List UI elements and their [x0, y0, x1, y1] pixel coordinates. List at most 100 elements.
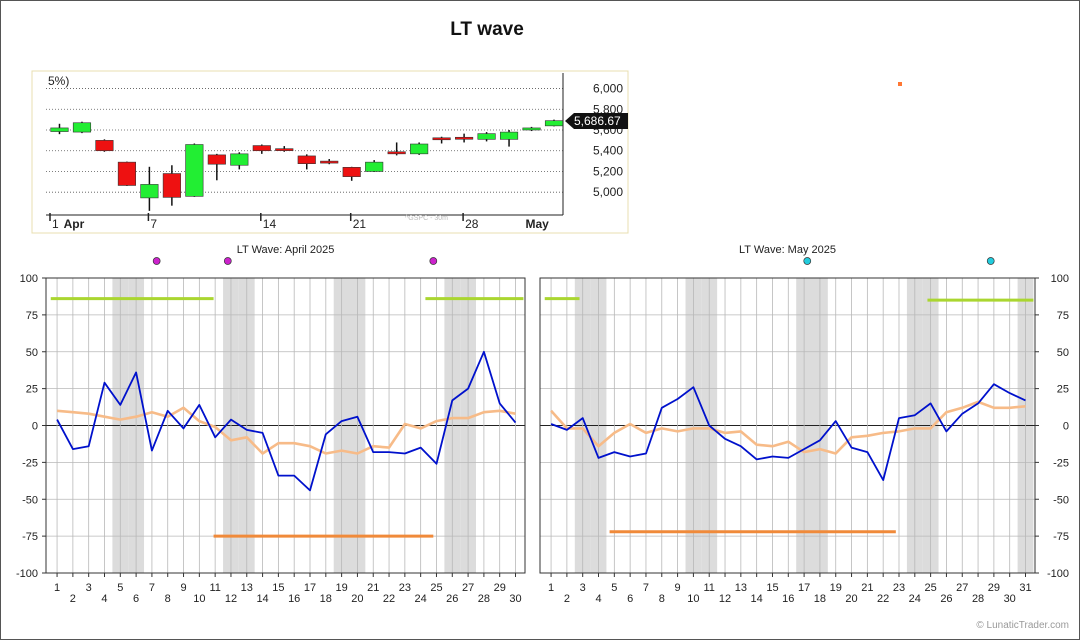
wave-x-tick-label: 14 [751, 593, 763, 605]
signal-marker [152, 257, 161, 265]
wave-y-tick-label: 0 [1063, 421, 1069, 433]
date-tick-label: May [526, 217, 550, 231]
wave-x-tick-label: 6 [133, 593, 139, 605]
wave-x-tick-label: 17 [304, 582, 316, 594]
candle-body [499, 131, 519, 140]
price-tick-label: 6,000 [593, 82, 623, 96]
wave-series-line [550, 383, 1026, 482]
wave-x-tick-label: 22 [383, 593, 395, 605]
wave-y-tick-label: 100 [20, 273, 38, 285]
wave-x-tick-label: 29 [988, 582, 1000, 594]
wave-x-tick-label: 6 [627, 593, 633, 605]
wave-x-tick-label: 28 [972, 593, 984, 605]
wave-x-tick-label: 9 [675, 582, 681, 594]
wave-x-tick-label: 16 [288, 593, 300, 605]
wave-y-tick-label: -100 [16, 568, 38, 580]
candle-body [522, 127, 541, 131]
wave-x-tick-label: 11 [704, 582, 715, 594]
date-tick-label: Apr [64, 217, 85, 231]
wave-x-tick-label: 8 [659, 593, 665, 605]
wave-y-tick-label: -75 [1053, 531, 1069, 543]
wave-x-tick-label: 15 [272, 582, 284, 594]
wave-x-tick-label: 3 [86, 582, 92, 594]
date-tick-label: 28 [465, 217, 479, 231]
wave-y-tick-label: 25 [26, 384, 38, 396]
wave-x-tick-label: 27 [462, 582, 474, 594]
date-tick-label: 7 [150, 217, 157, 231]
lt-wave-april-chart: -100-75-50-25025507510012345678910111213… [16, 244, 526, 605]
candle-body [455, 136, 474, 140]
wave-x-tick-label: 23 [399, 582, 411, 594]
wave-y-tick-label: 25 [1057, 384, 1069, 396]
wave-x-tick-label: 23 [893, 582, 905, 594]
candle-body [72, 122, 92, 133]
signal-marker [986, 257, 995, 265]
partial-label: 5%) [48, 74, 69, 88]
wave-x-tick-label: 21 [861, 582, 873, 594]
candle-body [365, 161, 384, 172]
wave-x-tick-label: 14 [256, 593, 268, 605]
wave-y-tick-label: 0 [32, 421, 38, 433]
wave-y-tick-label: -50 [22, 494, 38, 506]
wave-x-tick-label: 20 [845, 593, 857, 605]
wave-x-tick-label: 31 [1019, 582, 1031, 594]
legend-marker-dot [898, 82, 902, 86]
wave-y-tick-label: -75 [22, 531, 38, 543]
wave-x-tick-label: 10 [687, 593, 699, 605]
wave-y-tick-label: 50 [26, 347, 38, 359]
wave-series-line [550, 400, 1026, 455]
wave-x-tick-label: 3 [580, 582, 586, 594]
wave-y-tick-label: -50 [1053, 494, 1069, 506]
wave-x-tick-label: 19 [335, 582, 347, 594]
price-tick-label: 5,800 [593, 102, 623, 116]
candle-body [185, 144, 204, 197]
wave-x-tick-label: 18 [814, 593, 826, 605]
wave-chart-title: LT Wave: May 2025 [739, 244, 836, 256]
wave-plot-border [45, 277, 526, 574]
wave-x-tick-label: 12 [719, 593, 731, 605]
wave-x-tick-label: 1 [54, 582, 60, 594]
wave-chart-title: LT Wave: April 2025 [237, 244, 335, 256]
wave-x-tick-label: 22 [877, 593, 889, 605]
wave-x-tick-label: 19 [830, 582, 842, 594]
wave-x-tick-label: 17 [798, 582, 810, 594]
last-value-label: 5,686.67 [574, 114, 621, 128]
wave-x-tick-label: 25 [430, 582, 442, 594]
wave-x-tick-label: 10 [193, 593, 205, 605]
signal-marker [223, 257, 232, 265]
wave-x-tick-label: 30 [509, 593, 521, 605]
wave-y-tick-label: 50 [1057, 347, 1069, 359]
candle-body [477, 133, 496, 140]
wave-x-tick-label: 26 [940, 593, 952, 605]
wave-x-tick-label: 24 [415, 593, 427, 605]
wave-x-tick-label: 30 [1004, 593, 1016, 605]
price-tick-label: 5,000 [593, 185, 623, 199]
wave-x-tick-label: 15 [766, 582, 778, 594]
candle-body [410, 143, 429, 155]
wave-x-tick-label: 27 [956, 582, 968, 594]
candle-body [387, 151, 406, 155]
wave-x-tick-label: 8 [165, 593, 171, 605]
price-tick-label: 5,400 [593, 144, 623, 158]
last-value-tag [565, 113, 628, 130]
lt-wave-may-chart: -100-75-50-25025507510012345678910111213… [539, 244, 1069, 605]
wave-x-tick-label: 20 [351, 593, 363, 605]
candle-body [140, 184, 159, 199]
wave-x-tick-label: 2 [564, 593, 570, 605]
wave-x-tick-label: 21 [367, 582, 379, 594]
wave-series-line [56, 406, 516, 455]
candle-body [117, 161, 136, 186]
wave-plot-border [539, 277, 1036, 574]
wave-x-tick-label: 26 [446, 593, 458, 605]
date-tick-label: 1 [52, 217, 59, 231]
wave-x-tick-label: 18 [320, 593, 332, 605]
wave-x-tick-label: 29 [494, 582, 506, 594]
candle-body [162, 173, 181, 198]
wave-y-tick-label: -25 [22, 457, 38, 469]
candle-body [320, 160, 339, 164]
wave-x-tick-label: 13 [735, 582, 747, 594]
candle-body [252, 145, 271, 152]
candle-body [230, 153, 249, 166]
